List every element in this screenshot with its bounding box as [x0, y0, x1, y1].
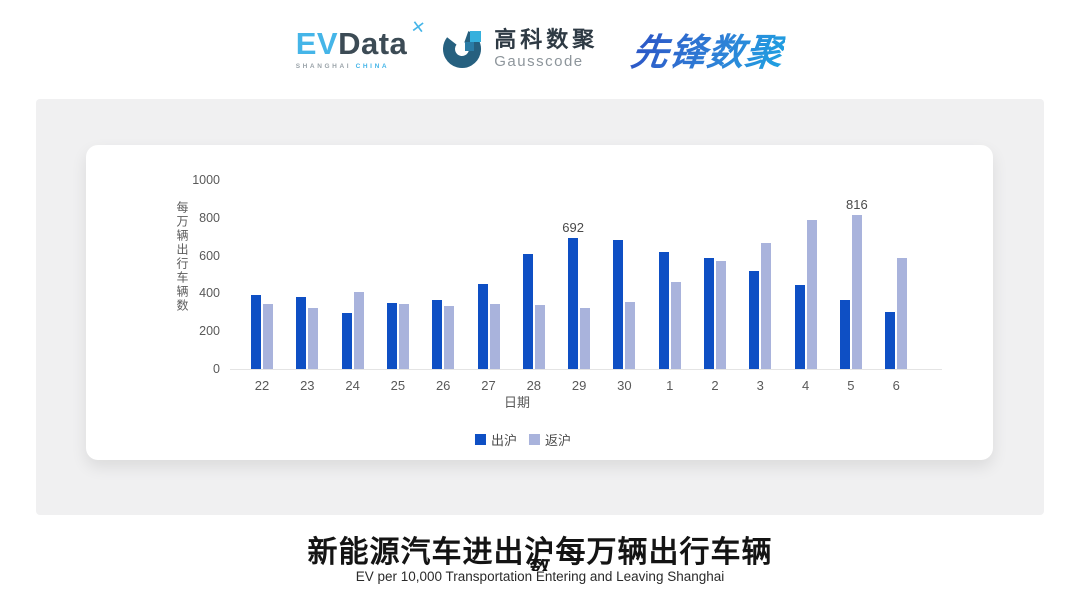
bar-primary: [432, 299, 443, 369]
bar-secondary: [897, 258, 908, 369]
x-tick-label: 25: [390, 378, 406, 393]
bar-primary: [613, 239, 624, 369]
bar-secondary: [444, 306, 455, 369]
evdata-star-icon: ✕: [409, 16, 427, 38]
legend-swatch-icon: [529, 434, 540, 445]
legend-item[interactable]: 出沪: [474, 430, 517, 449]
bar-primary: [296, 297, 307, 369]
bar-secondary: [716, 260, 726, 369]
x-tick-label: 24: [345, 378, 360, 393]
bar-secondary: [308, 308, 319, 369]
bar-secondary: [580, 308, 591, 369]
bar-secondary: [353, 292, 364, 369]
legend-label: 出沪: [490, 433, 517, 448]
x-tick-label: 29: [571, 378, 587, 393]
gausscode-g-icon: [441, 25, 485, 74]
bar-secondary: [625, 301, 636, 369]
bar-secondary: [398, 304, 409, 369]
plot-area: 0 200 400 600 800 1000 22 23 24 25 26 27 28 29 692 30 1 2…: [192, 173, 942, 393]
x-tick-label: 26: [435, 378, 451, 393]
bar-secondary: [489, 303, 500, 369]
x-tick-label: 27: [481, 378, 496, 393]
x-tick-label: 6: [892, 378, 900, 393]
bar-primary: [794, 285, 805, 369]
y-tick-label: 0: [213, 362, 220, 376]
bar-primary: [704, 257, 714, 369]
gausscode-logo: 高科数聚 Gausscode: [441, 25, 598, 74]
evdata-subtext: SHANGHAI CHINA: [295, 62, 408, 71]
chart-legend: 出沪 返沪: [474, 430, 571, 449]
x-tick-label: 5: [847, 378, 855, 393]
gausscode-wordmark: 高科数聚 Gausscode: [494, 27, 599, 70]
x-tick-label: 28: [526, 378, 542, 393]
x-axis-title: 日期: [503, 395, 530, 410]
evdata-logo: EVData ✕ SHANGHAI CHINA: [295, 17, 427, 71]
value-label: 692: [562, 220, 584, 236]
bar-primary: [839, 300, 850, 369]
x-tick-label: 3: [756, 378, 764, 393]
bar-primary: [477, 283, 488, 369]
bar-primary: [885, 312, 896, 369]
bar-secondary: [670, 282, 681, 369]
x-tick-label: 1: [666, 378, 674, 393]
value-label: 816: [846, 196, 868, 212]
gausscode-cn-text: 高科数聚: [494, 27, 599, 52]
y-tick-label: 400: [199, 286, 220, 301]
evdata-ev-text: EV: [295, 25, 339, 61]
legend-swatch-icon: [474, 434, 486, 445]
evdata-data-text: Data: [338, 25, 408, 61]
bar-primary: [386, 302, 397, 369]
page-title: 新能源汽车进出沪每万辆出行车辆: [307, 536, 773, 569]
bar-secondary: [761, 242, 772, 369]
y-tick-label: 200: [199, 324, 220, 339]
chart-card: 每万辆出行车辆数 0 200 400 600 800 1000 22 23 24 25 26 27 28…: [86, 145, 993, 460]
x-tick-label: 2: [711, 378, 719, 393]
legend-label: 返沪: [545, 433, 572, 448]
x-tick-label: 22: [254, 378, 270, 393]
x-tick-label: 4: [801, 378, 810, 393]
page-title-wrapped-char: 数: [529, 559, 551, 571]
header: EVData ✕ SHANGHAI CHINA 高科数聚 Gausscode 先…: [0, 16, 1080, 82]
y-tick-label: 1000: [192, 173, 220, 187]
evdata-shanghai-text: SHANGHAI: [295, 62, 352, 70]
y-tick-label: 600: [199, 248, 220, 263]
y-axis-title: 每万辆出行车辆数: [175, 201, 189, 313]
bar-primary: [568, 238, 579, 369]
legend-item[interactable]: 返沪: [529, 430, 571, 449]
bar-secondary: [263, 303, 273, 369]
bar-secondary: [806, 220, 817, 369]
bar-primary: [251, 295, 261, 369]
bar-primary: [749, 270, 760, 369]
bar-primary: [341, 312, 352, 369]
bar-primary: [658, 252, 669, 369]
evdata-wordmark: EVData ✕: [295, 17, 427, 61]
bar-secondary: [534, 305, 545, 369]
y-tick-label: 800: [199, 210, 220, 225]
x-tick-label: 23: [300, 378, 315, 393]
bar-primary: [522, 253, 533, 369]
bar-secondary: [851, 214, 862, 369]
evdata-china-text: CHINA: [355, 62, 390, 70]
x-tick-label: 30: [617, 378, 632, 393]
gausscode-en-text: Gausscode: [494, 53, 584, 70]
pioneer-logo: 先锋数聚: [628, 22, 788, 76]
page-subtitle: EV per 10,000 Transportation Entering an…: [355, 569, 725, 584]
